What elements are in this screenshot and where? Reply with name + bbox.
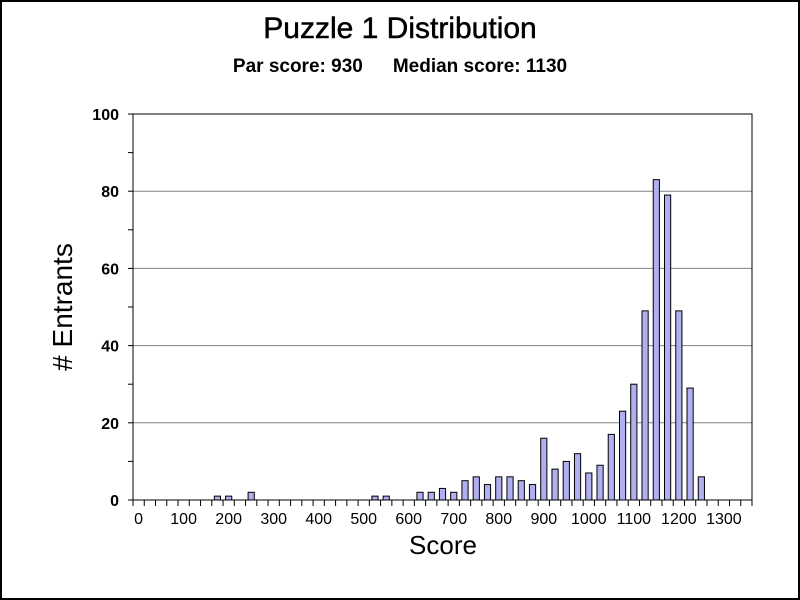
y-tick-label-80: 80	[101, 184, 119, 201]
median-score-label: Median score: 1130	[392, 56, 568, 77]
x-tick-label-1000: 1000	[571, 511, 607, 528]
bar-675	[438, 487, 447, 501]
bar-650	[427, 491, 435, 501]
bar-1250	[697, 476, 705, 501]
bar-525	[371, 495, 379, 501]
y-tick-label-0: 0	[110, 493, 119, 510]
y-tick-label-100: 100	[92, 107, 119, 124]
x-tick-label-200: 200	[215, 511, 242, 528]
bar-625	[416, 491, 424, 501]
y-axis-title: # Entrants	[47, 243, 78, 371]
bar-750	[472, 476, 480, 501]
x-tick-label-300: 300	[260, 511, 287, 528]
bar-1025	[596, 464, 604, 501]
bar-1200	[675, 310, 683, 501]
x-tick-label-500: 500	[350, 511, 377, 528]
bar-1100	[630, 383, 638, 501]
bar-1000	[585, 472, 593, 501]
bar-800	[495, 476, 503, 501]
bar-1175	[664, 194, 672, 501]
x-tick-label-800: 800	[485, 511, 512, 528]
bar-1125	[641, 310, 649, 501]
x-tick-label-600: 600	[395, 511, 422, 528]
bar-175	[213, 495, 221, 501]
x-tick-label-1200: 1200	[661, 511, 697, 528]
bar-1150	[652, 179, 660, 501]
bar-900	[540, 437, 548, 501]
x-tick-label-1300: 1300	[706, 511, 742, 528]
x-tick-label-700: 700	[440, 511, 467, 528]
bar-850	[517, 480, 525, 501]
bar-925	[551, 468, 559, 501]
x-tick-label-100: 100	[170, 511, 197, 528]
bar-550	[382, 495, 390, 501]
bar-950	[562, 460, 570, 501]
bar-700	[450, 491, 458, 501]
bars	[213, 179, 705, 501]
bar-200	[225, 495, 233, 501]
bar-250	[247, 491, 255, 501]
bar-875	[528, 484, 537, 501]
bar-825	[506, 476, 514, 501]
x-axis-title: Score	[409, 530, 477, 560]
x-tick-label-900: 900	[530, 511, 557, 528]
bar-725	[461, 480, 469, 501]
chart-subtitle: Par score: 930 Median score: 1130	[0, 56, 800, 78]
y-tick-label-60: 60	[101, 261, 119, 278]
y-tick-label-20: 20	[101, 416, 119, 433]
y-tick-label-40: 40	[101, 339, 119, 356]
bar-1050	[607, 433, 615, 501]
x-tick-label-0: 0	[134, 511, 143, 528]
par-score-label: Par score: 930	[232, 56, 363, 77]
axes	[128, 113, 753, 506]
bar-1075	[618, 410, 627, 501]
bar-775	[483, 484, 492, 501]
x-tick-label-1100: 1100	[617, 511, 652, 528]
chart-title: Puzzle 1 Distribution	[263, 12, 537, 46]
x-tick-label-400: 400	[305, 511, 332, 528]
bar-1225	[686, 387, 694, 501]
bar-975	[573, 453, 582, 501]
